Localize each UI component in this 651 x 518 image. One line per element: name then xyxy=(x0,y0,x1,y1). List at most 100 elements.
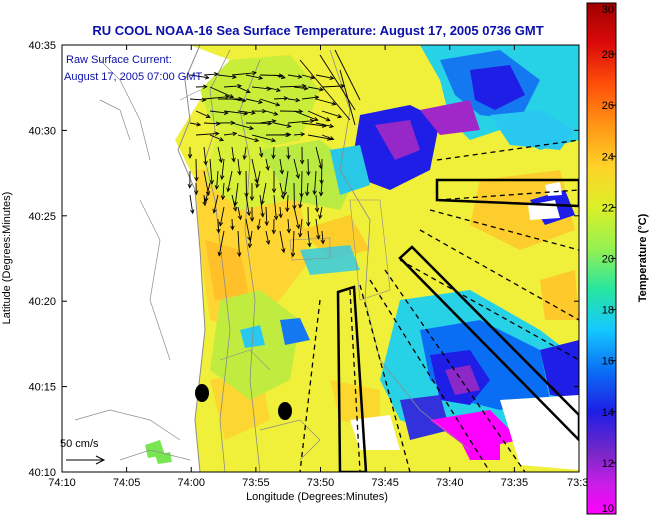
current-vector xyxy=(237,86,251,93)
current-vector-head xyxy=(278,213,283,219)
current-vector xyxy=(249,230,253,248)
colorbar-tick-label: 20 xyxy=(602,254,614,266)
current-vector-head xyxy=(254,178,259,184)
current-vector xyxy=(237,110,255,114)
current-vector-head xyxy=(281,248,286,254)
current-vector-head xyxy=(237,252,242,258)
current-vector xyxy=(237,134,259,142)
current-vector xyxy=(307,86,324,91)
current-vector xyxy=(213,194,219,213)
current-vector xyxy=(203,146,207,165)
current-vector-head xyxy=(223,110,229,115)
current-vector-head xyxy=(258,75,264,80)
current-vector xyxy=(299,218,303,237)
y-axis-label: Latitude (Degrees:Minutes) xyxy=(1,192,13,325)
x-tick-label: 73:50 xyxy=(307,477,335,489)
mooring-marker xyxy=(278,402,292,420)
current-vector-head xyxy=(325,117,331,122)
colorbar-tick-label: 14 xyxy=(602,407,614,419)
current-vector-head xyxy=(212,208,217,214)
current-vector xyxy=(265,230,270,245)
current-vector xyxy=(222,182,225,200)
current-vector xyxy=(300,170,303,197)
current-vector-head xyxy=(310,75,316,80)
current-vector xyxy=(189,74,209,79)
x-tick-label: 73:35 xyxy=(501,477,529,489)
current-vector-head xyxy=(329,75,335,80)
current-vector-head xyxy=(237,215,243,221)
current-vector xyxy=(245,74,263,79)
current-vector-head xyxy=(209,179,214,185)
current-vector-head xyxy=(187,154,193,159)
current-vector-head xyxy=(230,120,236,126)
current-vector xyxy=(287,120,314,124)
current-vector-head xyxy=(256,225,261,231)
current-vector-head xyxy=(205,113,211,118)
current-vector-head xyxy=(226,187,231,193)
current-vector xyxy=(315,74,334,79)
current-vector-head xyxy=(237,170,242,176)
colorbar-tick-label: 10 xyxy=(602,503,614,515)
current-vector-head xyxy=(273,111,279,116)
current-vector-head xyxy=(271,154,276,160)
y-tick-label: 40:15 xyxy=(28,382,56,394)
current-vector-head xyxy=(283,96,289,101)
current-vector-head xyxy=(203,160,208,166)
current-vector xyxy=(251,134,276,142)
current-vector-head xyxy=(232,74,237,80)
current-vector xyxy=(223,110,248,115)
current-vector-head xyxy=(249,196,255,202)
current-vector xyxy=(287,98,300,101)
y-tick-label: 40:25 xyxy=(28,211,56,223)
current-vector xyxy=(259,146,263,157)
current-vector xyxy=(265,110,278,116)
current-vector xyxy=(273,122,291,127)
current-vector-head xyxy=(298,232,303,238)
current-vector-head xyxy=(314,207,320,213)
current-vector xyxy=(315,122,334,128)
y-tick-label: 40:10 xyxy=(28,467,56,479)
current-vector-head xyxy=(280,194,285,200)
current-vector xyxy=(313,170,317,195)
scale-arrow xyxy=(66,455,106,465)
current-vector-head xyxy=(295,224,301,230)
current-vector-head xyxy=(205,190,211,196)
current-vector-head xyxy=(202,84,208,89)
mooring-marker xyxy=(195,384,209,402)
current-vector-head xyxy=(295,97,301,103)
current-vector-head xyxy=(265,165,270,171)
current-vector xyxy=(195,133,219,136)
colorbar-tick-label: 16 xyxy=(602,356,614,368)
current-vector xyxy=(234,182,239,206)
current-vectors xyxy=(187,49,361,258)
x-tick-label: 73:40 xyxy=(436,477,464,489)
current-vector-head xyxy=(280,74,286,80)
current-vector-head xyxy=(290,252,296,258)
current-vector xyxy=(279,206,282,218)
current-vector xyxy=(321,110,342,118)
current-vector xyxy=(189,194,194,214)
radial-survey-lines xyxy=(299,139,579,472)
current-vector-head xyxy=(194,177,199,182)
current-vector-head xyxy=(194,190,199,196)
current-vector xyxy=(217,74,237,78)
current-time: August 17, 2005 07:00 GMT xyxy=(64,71,202,83)
current-vector-head xyxy=(265,240,271,246)
current-vector xyxy=(265,206,268,226)
current-vector xyxy=(189,122,201,126)
current-title: Raw Surface Current: xyxy=(66,54,172,66)
current-vector-head xyxy=(285,207,290,213)
current-vector-head xyxy=(298,109,304,114)
current-vector xyxy=(307,230,311,247)
current-vector xyxy=(223,132,237,136)
current-vector xyxy=(231,146,235,162)
scale-label: 50 cm/s xyxy=(60,438,99,450)
current-vector-head xyxy=(250,110,256,115)
current-vector-head xyxy=(202,201,207,207)
current-vector xyxy=(203,194,206,206)
current-vector-head xyxy=(261,108,267,114)
current-vector xyxy=(245,218,251,241)
current-vector xyxy=(320,182,323,196)
current-vector-head xyxy=(224,94,230,100)
current-vector-head xyxy=(196,122,202,127)
